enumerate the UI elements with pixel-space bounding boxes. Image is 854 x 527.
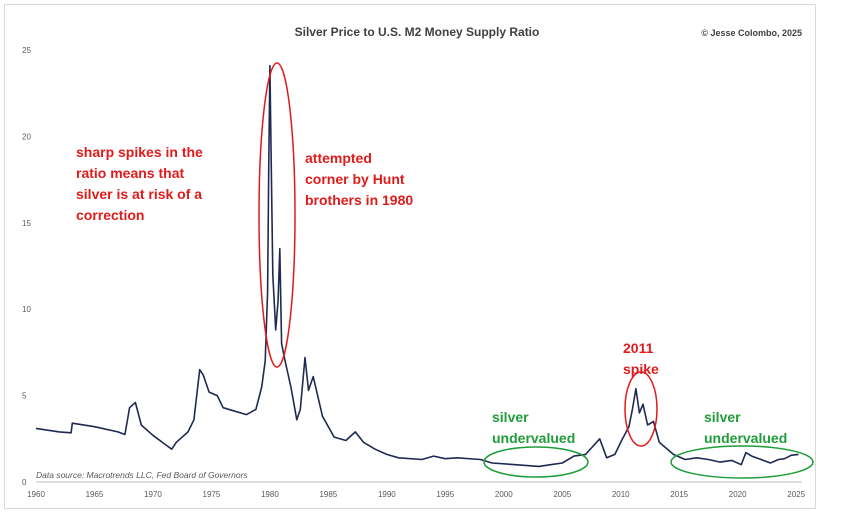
annotation-line: brothers in 1980 bbox=[305, 192, 413, 208]
x-tick-label: 1965 bbox=[86, 490, 104, 499]
y-tick-label: 25 bbox=[22, 46, 31, 55]
annotation-ellipse-undervalued-2 bbox=[670, 445, 814, 479]
x-tick-label: 2000 bbox=[495, 490, 513, 499]
annotation-line: corner by Hunt bbox=[305, 171, 405, 187]
annotation-ellipse-1980 bbox=[258, 62, 296, 368]
x-tick-label: 2020 bbox=[729, 490, 747, 499]
x-tick-label: 1975 bbox=[203, 490, 221, 499]
annotation-ellipse-2011 bbox=[624, 371, 658, 447]
annotation-hunt: attempted corner by Hunt brothers in 198… bbox=[305, 150, 413, 208]
x-tick-label: 2005 bbox=[553, 490, 571, 499]
annotation-spikes: sharp spikes in the ratio means that sil… bbox=[76, 144, 203, 223]
annotation-2011-spike: 2011 spike bbox=[623, 340, 659, 377]
y-tick-label: 0 bbox=[22, 478, 27, 487]
annotation-undervalued-2: silver undervalued bbox=[704, 409, 787, 446]
chart-credit: © Jesse Colombo, 2025 bbox=[701, 28, 802, 38]
annotation-line: silver bbox=[704, 409, 741, 425]
x-tick-label: 1990 bbox=[378, 490, 396, 499]
x-tick-label: 2025 bbox=[787, 490, 805, 499]
annotation-line: spike bbox=[623, 361, 659, 377]
y-tick-label: 10 bbox=[22, 305, 31, 314]
annotation-line: attempted bbox=[305, 150, 372, 166]
x-tick-label: 1995 bbox=[436, 490, 454, 499]
annotation-line: silver is at risk of a bbox=[76, 186, 202, 202]
annotation-line: 2011 bbox=[623, 340, 654, 356]
annotation-ellipse-undervalued-1 bbox=[483, 446, 589, 478]
chart-frame: Silver Price to U.S. M2 Money Supply Rat… bbox=[4, 4, 816, 509]
annotation-line: silver bbox=[492, 409, 529, 425]
y-axis: 0 5 10 15 20 25 bbox=[22, 46, 31, 487]
y-tick-label: 5 bbox=[22, 392, 27, 401]
annotation-line: undervalued bbox=[704, 430, 787, 446]
x-axis: 1960 1965 1970 1975 1980 1985 1990 1995 2000 2005… bbox=[27, 490, 806, 499]
chart-title: Silver Price to U.S. M2 Money Supply Rat… bbox=[295, 25, 540, 39]
annotation-undervalued-1: silver undervalued bbox=[492, 409, 575, 446]
x-tick-label: 2015 bbox=[670, 490, 688, 499]
annotation-line: correction bbox=[76, 207, 144, 223]
annotation-line: ratio means that bbox=[76, 165, 184, 181]
annotation-line: sharp spikes in the bbox=[76, 144, 203, 160]
source-note: Data source: Macrotrends LLC, Fed Board … bbox=[36, 470, 248, 480]
x-tick-label: 1980 bbox=[261, 490, 279, 499]
series-line bbox=[35, 64, 799, 468]
x-tick-label: 1985 bbox=[319, 490, 337, 499]
x-tick-label: 1960 bbox=[27, 490, 45, 499]
y-tick-label: 15 bbox=[22, 219, 31, 228]
chart-svg: Silver Price to U.S. M2 Money Supply Rat… bbox=[22, 25, 814, 499]
annotation-line: undervalued bbox=[492, 430, 575, 446]
x-tick-label: 1970 bbox=[144, 490, 162, 499]
x-tick-label: 2010 bbox=[612, 490, 630, 499]
y-tick-label: 20 bbox=[22, 132, 31, 141]
